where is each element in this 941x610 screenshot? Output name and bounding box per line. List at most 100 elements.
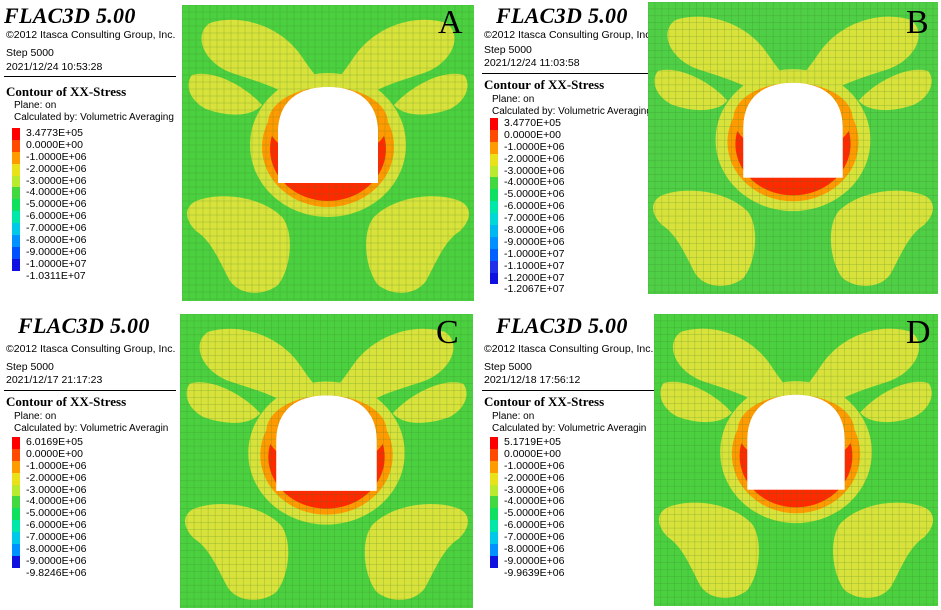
legend-swatch xyxy=(12,555,20,568)
right-wing-zone xyxy=(394,73,468,115)
legend-swatch xyxy=(490,225,498,237)
legend-value: -5.0000E+06 xyxy=(26,198,87,211)
copyright-text: ©2012 Itasca Consulting Group, Inc. xyxy=(484,29,654,41)
plane-text: Plane: on xyxy=(492,411,535,422)
contour-field xyxy=(654,314,938,606)
legend-swatch xyxy=(12,246,20,259)
legend-swatch xyxy=(12,211,20,224)
left-wing-zone xyxy=(188,73,262,115)
legend-swatch xyxy=(490,177,498,190)
contour-field xyxy=(648,2,938,294)
step-text: Step 5000 xyxy=(484,44,532,56)
legend-value: -1.0311E+07 xyxy=(26,269,86,282)
legend-swatch xyxy=(490,236,498,249)
legend-value: -4.0000E+06 xyxy=(26,495,87,508)
legend-value: -6.0000E+06 xyxy=(26,210,87,223)
legend-swatch xyxy=(490,201,498,214)
legend-value: -4.0000E+06 xyxy=(504,176,565,189)
legend-value: -1.2067E+07 xyxy=(504,283,565,296)
mesh-grid xyxy=(648,2,938,294)
legend-value: -6.0000E+06 xyxy=(504,519,565,532)
datetime-text: 2021/12/24 11:03:58 xyxy=(484,57,580,69)
legend-value: -1.0000E+07 xyxy=(26,257,87,270)
panel-letter: B xyxy=(906,4,929,41)
legend-value: -1.0000E+07 xyxy=(504,247,565,260)
calc-text: Calculated by: Volumetric Averaging xyxy=(492,106,652,117)
upper-stress-lobe xyxy=(201,19,455,99)
legend-swatch xyxy=(490,555,498,568)
legend-value: -4.0000E+06 xyxy=(504,495,565,508)
panel-letter: A xyxy=(438,4,463,41)
plane-text: Plane: on xyxy=(492,94,535,105)
legend-value: -8.0000E+06 xyxy=(504,543,565,556)
legend-swatch xyxy=(490,153,498,166)
stress-contour-plot xyxy=(648,2,938,294)
legend-swatch xyxy=(490,165,498,178)
stress-contour-plot xyxy=(180,314,473,608)
left-wing-zone xyxy=(186,382,261,423)
legend-swatch xyxy=(490,520,498,533)
legend-swatch xyxy=(12,532,20,545)
legend-value: -3.0000E+06 xyxy=(504,164,565,177)
legend-value: -5.0000E+06 xyxy=(504,507,565,520)
legend-swatch xyxy=(12,437,20,449)
legend-value: -3.0000E+06 xyxy=(26,174,87,187)
legend-value: -2.0000E+06 xyxy=(26,162,87,175)
legend-swatch xyxy=(490,189,498,202)
legend-swatch xyxy=(12,128,20,140)
legend-swatch xyxy=(12,496,20,509)
legend-value: -1.1000E+07 xyxy=(504,259,565,272)
panel-letter: D xyxy=(906,314,931,351)
legend-swatch xyxy=(12,163,20,176)
info-block: FLAC3D 5.00 ©2012 Itasca Consulting Grou… xyxy=(0,0,178,300)
copyright-text: ©2012 Itasca Consulting Group, Inc. xyxy=(6,343,176,355)
legend-value: -9.8246E+06 xyxy=(26,566,87,579)
legend-value: -1.0000E+06 xyxy=(504,140,565,153)
legend-value: 3.4770E+05 xyxy=(504,117,561,129)
legend-swatch xyxy=(12,187,20,200)
legend-swatch xyxy=(490,448,498,461)
legend-value: -8.0000E+06 xyxy=(26,543,87,556)
stress-contour-plot xyxy=(654,314,938,606)
upper-stress-lobe xyxy=(672,328,920,407)
lower-left-lobe xyxy=(187,196,290,293)
legend-swatch xyxy=(12,199,20,212)
legend-value: -9.0000E+06 xyxy=(504,554,565,567)
panel-letter: C xyxy=(436,314,459,351)
datetime-text: 2021/12/18 17:56:12 xyxy=(484,374,581,386)
legend-value: -9.0000E+06 xyxy=(26,554,87,567)
tunnel-opening-cover xyxy=(743,82,843,178)
legend-swatch xyxy=(490,508,498,521)
legend-value: 0.0000E+00 xyxy=(504,128,561,141)
panel-d: FLAC3D 5.00 ©2012 Itasca Consulting Grou… xyxy=(478,310,941,610)
legend-swatch xyxy=(490,260,498,273)
legend-swatch xyxy=(12,544,20,556)
plane-text: Plane: on xyxy=(14,411,57,422)
legend-value: 0.0000E+00 xyxy=(26,138,83,151)
legend-swatch xyxy=(12,223,20,236)
legend-value: -4.0000E+06 xyxy=(26,186,87,199)
right-wing-zone xyxy=(392,382,467,423)
legend-value: 6.0169E+05 xyxy=(26,436,83,448)
legend-value: -1.0000E+06 xyxy=(26,150,87,163)
legend-swatch xyxy=(12,258,20,271)
legend-swatch xyxy=(12,175,20,188)
legend-value: 0.0000E+00 xyxy=(26,447,83,460)
contour-title: Contour of XX-Stress xyxy=(484,394,605,409)
contour-title: Contour of XX-Stress xyxy=(6,394,127,409)
legend-swatch xyxy=(490,272,498,285)
software-title: FLAC3D 5.00 xyxy=(4,3,136,28)
legend-swatch xyxy=(490,532,498,545)
left-wing-zone xyxy=(654,69,728,111)
lower-left-lobe xyxy=(658,502,759,598)
divider xyxy=(4,390,176,391)
divider xyxy=(482,390,654,391)
legend-value: -1.0000E+06 xyxy=(504,459,565,472)
legend-value: -3.0000E+06 xyxy=(26,483,87,496)
contour-field xyxy=(180,314,473,608)
legend-swatch xyxy=(490,484,498,497)
calc-text: Calculated by: Volumetric Averagin xyxy=(492,423,647,434)
legend-swatch xyxy=(490,460,498,473)
panel-c: FLAC3D 5.00 ©2012 Itasca Consulting Grou… xyxy=(0,310,473,610)
legend-value: -5.0000E+06 xyxy=(26,507,87,520)
